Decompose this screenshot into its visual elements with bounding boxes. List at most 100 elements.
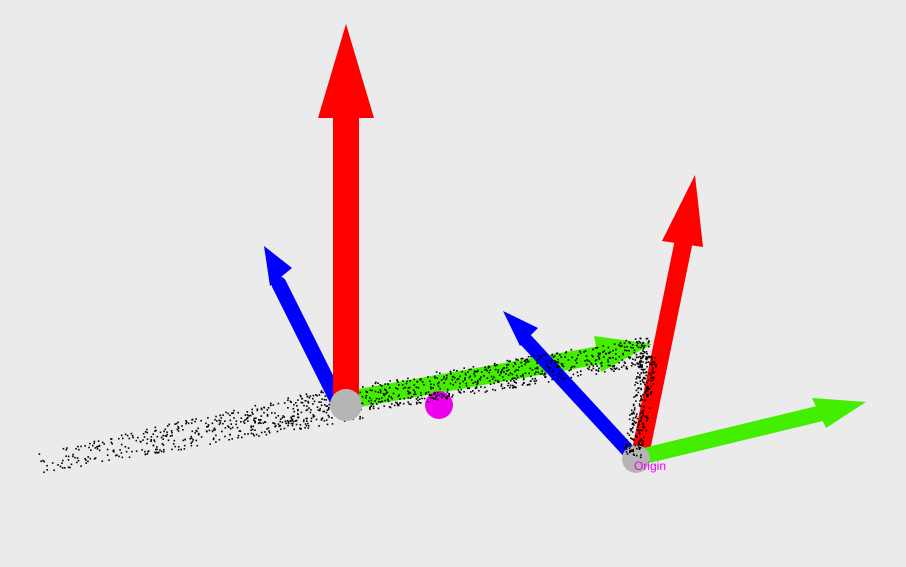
cloud-point: [80, 445, 82, 448]
cloud-point: [460, 388, 463, 391]
cloud-point: [61, 462, 63, 464]
cloud-point: [69, 466, 71, 469]
cloud-point: [304, 427, 306, 429]
cloud-point: [650, 385, 652, 388]
cloud-point: [631, 344, 634, 346]
cloud-point: [621, 344, 623, 347]
cloud-point: [635, 389, 638, 392]
cloud-point: [132, 436, 134, 439]
cloud-point: [645, 362, 647, 364]
cloud-point: [371, 385, 374, 387]
cloud-point: [43, 460, 46, 463]
cloud-point: [449, 370, 452, 373]
cloud-point: [51, 462, 54, 464]
cloud-point: [481, 371, 483, 373]
cloud-point: [306, 420, 308, 422]
cloud-point: [445, 396, 447, 399]
cloud-point: [592, 355, 594, 358]
cloud-point: [461, 370, 463, 373]
cloud-point: [562, 365, 565, 368]
cloud-point: [292, 422, 294, 425]
cloud-point: [630, 450, 632, 453]
cloud-point: [430, 383, 432, 386]
cloud-point: [537, 371, 539, 374]
cloud-point: [641, 356, 644, 358]
cloud-point: [416, 380, 418, 383]
cloud-point: [53, 469, 55, 472]
cloud-point: [415, 386, 418, 389]
cloud-point: [636, 341, 638, 343]
cloud-point: [374, 390, 377, 393]
cloud-point: [605, 352, 608, 355]
cloud-point: [462, 380, 464, 383]
cloud-point: [440, 379, 443, 381]
cloud-point: [247, 433, 249, 435]
cloud-point: [609, 364, 611, 367]
cloud-point: [515, 378, 518, 381]
cloud-point: [612, 349, 614, 352]
cloud-point: [312, 394, 315, 397]
cloud-point: [637, 346, 640, 349]
cloud-point: [545, 360, 548, 362]
cloud-point: [505, 366, 508, 369]
cloud-point: [652, 361, 654, 363]
cloud-point: [248, 415, 250, 417]
cloud-point: [182, 439, 185, 442]
cloud-point: [324, 395, 327, 397]
cloud-point: [300, 401, 303, 404]
cloud-point: [293, 428, 295, 431]
cloud-point: [67, 455, 70, 458]
cloud-point: [84, 445, 86, 447]
cloud-point: [112, 449, 115, 452]
cloud-point: [170, 430, 173, 432]
cloud-point: [144, 431, 147, 433]
cloud-point: [626, 453, 629, 455]
cloud-point: [369, 406, 372, 409]
cloud-point: [231, 412, 233, 414]
cloud-point: [167, 439, 170, 442]
cloud-point: [409, 392, 411, 394]
cloud-point: [185, 420, 187, 422]
cloud-point: [655, 364, 657, 366]
cloud-point: [219, 420, 222, 422]
cloud-point: [144, 453, 147, 456]
cloud-point: [229, 419, 232, 422]
cloud-point: [632, 403, 635, 406]
cloud-point: [632, 404, 635, 407]
cloud-point: [195, 418, 197, 420]
cloud-point: [639, 365, 641, 368]
cloud-point: [487, 365, 490, 368]
cloud-point: [641, 342, 644, 345]
cloud-point: [177, 430, 180, 432]
cloud-point: [557, 364, 559, 367]
cloud-point: [70, 463, 73, 466]
cloud-point: [246, 414, 249, 416]
cloud-point: [597, 369, 600, 372]
cloud-point: [506, 359, 509, 362]
cloud-point: [80, 465, 82, 467]
cloud-point: [615, 358, 617, 360]
cloud-point: [609, 357, 612, 359]
cloud-point: [251, 411, 253, 414]
cloud-point: [254, 429, 256, 431]
cloud-point: [250, 425, 252, 427]
cloud-point: [648, 361, 650, 363]
cloud-point: [468, 376, 471, 379]
cloud-point: [607, 364, 610, 367]
cloud-point: [172, 443, 175, 445]
origin-frame-z-axis: [503, 311, 639, 462]
cloud-point: [642, 361, 644, 363]
cloud-point: [427, 391, 430, 393]
cloud-point: [281, 417, 284, 419]
cloud-point: [557, 379, 559, 381]
cloud-point: [436, 398, 439, 401]
cloud-point: [463, 367, 465, 369]
cloud-point: [642, 423, 645, 425]
cloud-point: [249, 414, 252, 417]
cloud-point: [467, 371, 469, 373]
cloud-point: [607, 359, 609, 361]
cloud-point: [87, 460, 89, 463]
cloud-point: [475, 370, 477, 373]
cloud-point: [579, 352, 582, 354]
